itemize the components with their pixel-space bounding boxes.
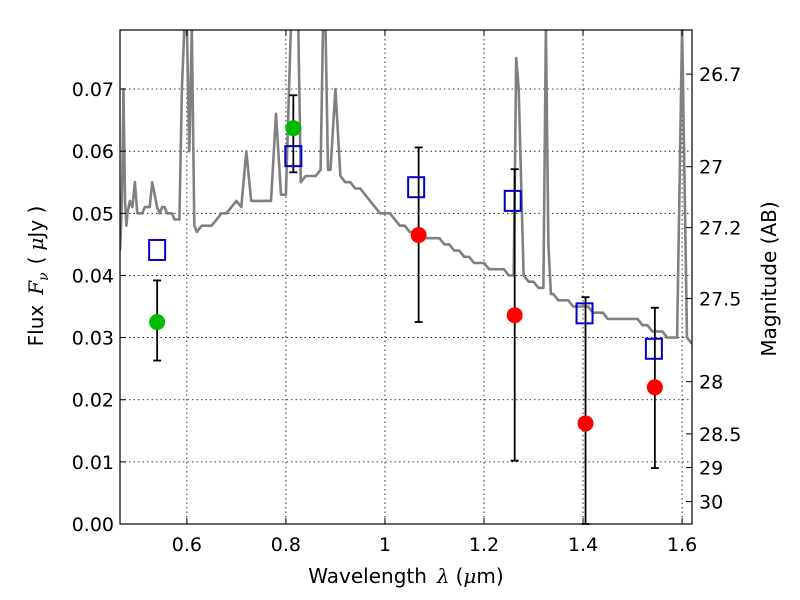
model-square bbox=[503, 189, 522, 212]
data-point bbox=[285, 120, 302, 137]
data-point bbox=[506, 307, 523, 324]
spectrum-line bbox=[120, 30, 692, 345]
y-tick-label: 0.03 bbox=[72, 328, 114, 350]
y2-tick-label: 29 bbox=[699, 457, 723, 479]
y2-tick-label: 27.5 bbox=[699, 288, 741, 310]
x-tick-label: 1 bbox=[379, 534, 391, 556]
y-tick-label: 0.02 bbox=[72, 390, 114, 412]
y2-tick-label: 26.7 bbox=[699, 64, 741, 86]
y2-tick-label: 30 bbox=[699, 492, 723, 514]
x-tick-label: 0.6 bbox=[172, 534, 202, 556]
x-tick-label: 1.4 bbox=[568, 534, 598, 556]
model-squares bbox=[148, 145, 663, 360]
model-square bbox=[148, 238, 167, 261]
y-tick-label: 0.01 bbox=[72, 452, 114, 474]
x-axis-label: Wavelength λ (μm) bbox=[308, 564, 503, 588]
data-points bbox=[149, 120, 663, 432]
grid-lines bbox=[120, 30, 692, 525]
model-square bbox=[644, 337, 663, 360]
y2-axis-label: Magnitude (AB) bbox=[757, 201, 781, 356]
data-point bbox=[646, 379, 663, 396]
y2-tick-label: 28 bbox=[699, 372, 723, 394]
y-tick-label: 0.00 bbox=[72, 514, 114, 536]
y2-tick-label: 28.5 bbox=[699, 424, 741, 446]
y-tick-label: 0.07 bbox=[72, 79, 114, 101]
data-point bbox=[410, 227, 427, 244]
y-tick-label: 0.05 bbox=[72, 203, 114, 225]
model-square bbox=[575, 302, 594, 325]
x-tick-label: 1.6 bbox=[667, 534, 697, 556]
x-tick-label: 1.2 bbox=[469, 534, 499, 556]
data-point bbox=[577, 415, 594, 432]
y-tick-label: 0.06 bbox=[72, 141, 114, 163]
model-square bbox=[407, 176, 426, 199]
data-point bbox=[149, 314, 166, 331]
x-tick-label: 0.8 bbox=[271, 534, 301, 556]
y2-tick-label: 27 bbox=[699, 157, 723, 179]
model-square bbox=[284, 145, 303, 168]
y-axis-label: FluxFν(μJy ) bbox=[24, 206, 52, 347]
axis-ticks bbox=[120, 30, 692, 525]
spectrum-layer bbox=[120, 30, 692, 345]
y2-tick-label: 27.2 bbox=[699, 218, 741, 240]
y-tick-label: 0.04 bbox=[72, 265, 114, 287]
plot-frame bbox=[119, 29, 693, 525]
tick-labels: 0.6 0.8 1 1.2 1.4 1.6 0.00 0.01 0.02 0.03 0.04 0.05… bbox=[72, 64, 742, 556]
